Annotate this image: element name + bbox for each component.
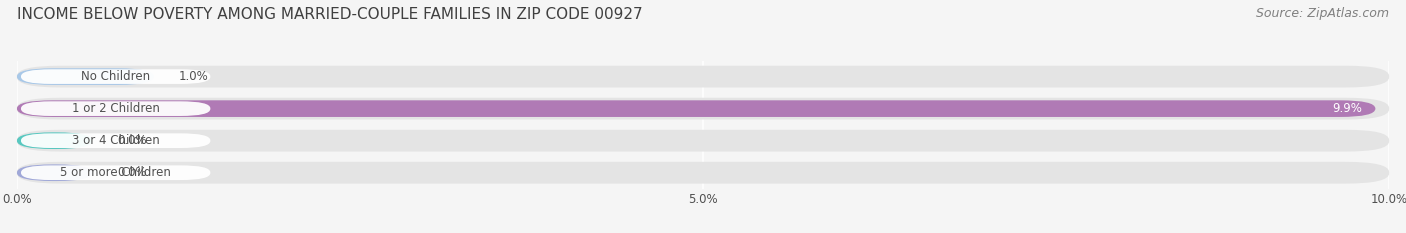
FancyBboxPatch shape	[17, 66, 1389, 88]
Text: 0.0%: 0.0%	[117, 134, 146, 147]
FancyBboxPatch shape	[17, 132, 93, 149]
FancyBboxPatch shape	[21, 101, 211, 116]
Text: 1.0%: 1.0%	[179, 70, 208, 83]
FancyBboxPatch shape	[17, 162, 1389, 184]
FancyBboxPatch shape	[21, 133, 211, 148]
Text: 9.9%: 9.9%	[1331, 102, 1361, 115]
FancyBboxPatch shape	[17, 98, 1389, 120]
Text: No Children: No Children	[82, 70, 150, 83]
Text: 3 or 4 Children: 3 or 4 Children	[72, 134, 159, 147]
FancyBboxPatch shape	[17, 164, 93, 181]
FancyBboxPatch shape	[21, 69, 211, 84]
FancyBboxPatch shape	[21, 165, 211, 180]
Text: 0.0%: 0.0%	[117, 166, 146, 179]
Text: INCOME BELOW POVERTY AMONG MARRIED-COUPLE FAMILIES IN ZIP CODE 00927: INCOME BELOW POVERTY AMONG MARRIED-COUPL…	[17, 7, 643, 22]
Text: 1 or 2 Children: 1 or 2 Children	[72, 102, 160, 115]
FancyBboxPatch shape	[17, 100, 1375, 117]
Text: 5 or more Children: 5 or more Children	[60, 166, 172, 179]
FancyBboxPatch shape	[17, 130, 1389, 151]
Text: Source: ZipAtlas.com: Source: ZipAtlas.com	[1256, 7, 1389, 20]
FancyBboxPatch shape	[17, 68, 155, 85]
